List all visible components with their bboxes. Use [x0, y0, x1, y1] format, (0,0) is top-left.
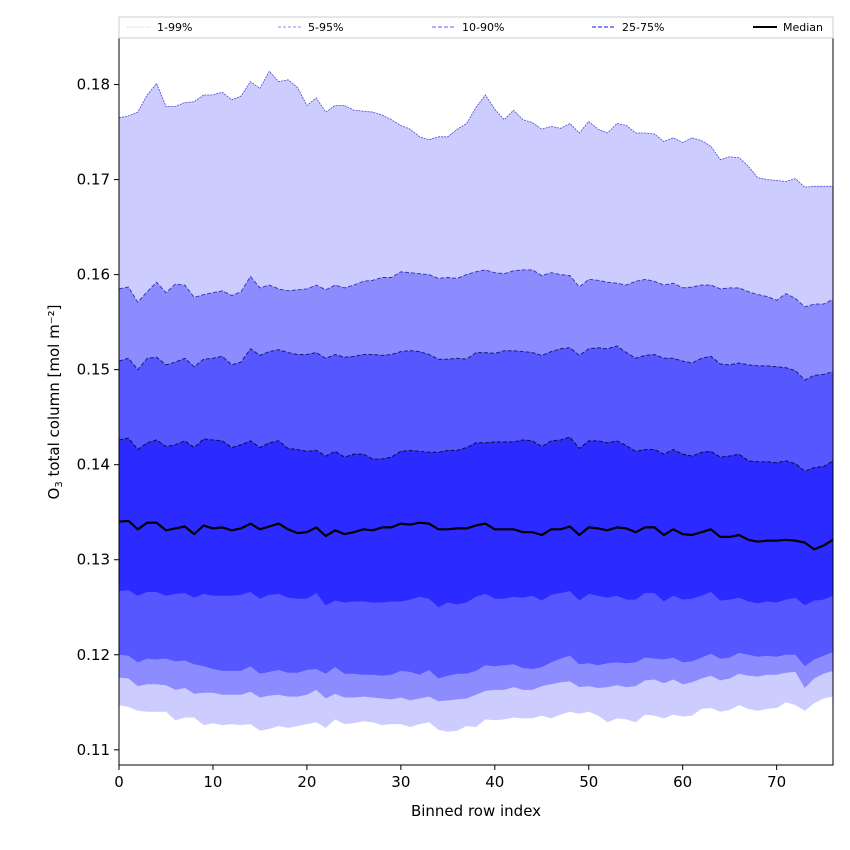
x-axis-label: Binned row index [411, 802, 541, 820]
legend-frame [118, 16, 834, 39]
line-median [118, 519, 834, 551]
line-p75 [118, 436, 834, 472]
y-tick-label: 0.14 [77, 456, 110, 474]
x-tick-label: 10 [203, 773, 222, 791]
x-tick-label: 20 [297, 773, 316, 791]
legend-label: 10-90% [462, 21, 504, 34]
x-tick-label: 40 [485, 773, 504, 791]
legend-label: 5-95% [308, 21, 343, 34]
line-p99 [118, 70, 833, 188]
legend: 1-99% 5-95% 10-90% 25-75% Median [118, 16, 834, 39]
x-tick-label: 0 [114, 773, 124, 791]
x-tick-label: 60 [673, 773, 692, 791]
y-tick-label: 0.18 [77, 76, 110, 94]
x-tick-label: 50 [579, 773, 598, 791]
line-p95 [118, 269, 834, 308]
x-tick-label: 70 [767, 773, 786, 791]
y-axis: 0.11 0.12 0.13 0.14 0.15 0.16 0.17 0.18 [77, 76, 119, 759]
percentile-lines [118, 70, 834, 551]
line-p90 [118, 345, 834, 381]
y-axis-label: O3 total column [mol m⁻²] [45, 305, 65, 500]
legend-label: Median [783, 21, 823, 34]
y-tick-label: 0.17 [77, 171, 110, 189]
band-25-75 [119, 437, 833, 608]
y-tick-label: 0.16 [77, 266, 110, 284]
legend-label: 25-75% [622, 21, 664, 34]
y-tick-label: 0.13 [77, 551, 110, 569]
x-axis: 0 10 20 30 40 50 60 70 [114, 765, 786, 791]
legend-label: 1-99% [157, 21, 192, 34]
percentile-bands [119, 71, 833, 732]
y-tick-label: 0.12 [77, 646, 110, 664]
y-tick-label: 0.15 [77, 361, 110, 379]
x-tick-label: 30 [391, 773, 410, 791]
y-tick-label: 0.11 [77, 741, 110, 759]
